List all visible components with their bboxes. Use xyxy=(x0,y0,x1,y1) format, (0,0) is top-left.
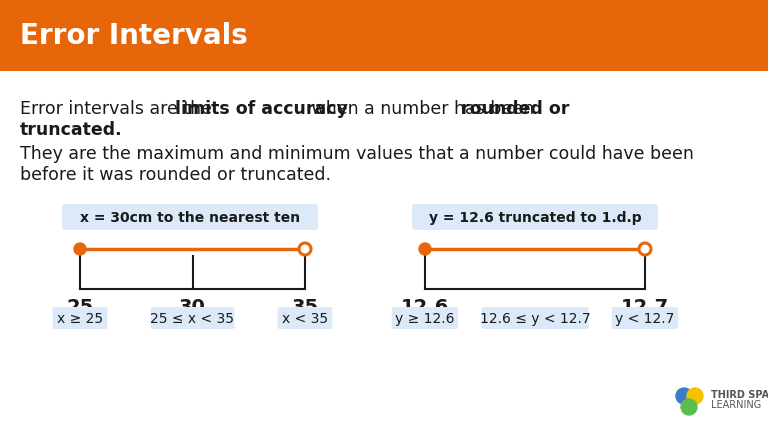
Circle shape xyxy=(676,388,692,404)
Text: 12.7: 12.7 xyxy=(621,297,669,316)
Text: y = 12.6 truncated to 1.d.p: y = 12.6 truncated to 1.d.p xyxy=(429,210,641,224)
FancyBboxPatch shape xyxy=(52,307,108,329)
Text: before it was rounded or truncated.: before it was rounded or truncated. xyxy=(20,166,331,184)
Text: 25 ≤ x < 35: 25 ≤ x < 35 xyxy=(151,311,234,325)
Text: limits of accuracy: limits of accuracy xyxy=(175,100,348,118)
FancyBboxPatch shape xyxy=(62,204,318,230)
Circle shape xyxy=(639,243,651,256)
Circle shape xyxy=(299,243,311,256)
Text: Error Intervals: Error Intervals xyxy=(20,22,248,50)
Circle shape xyxy=(74,243,86,256)
Text: y ≥ 12.6: y ≥ 12.6 xyxy=(396,311,455,325)
Text: Error intervals are the: Error intervals are the xyxy=(20,100,217,118)
Text: 12.6: 12.6 xyxy=(401,297,449,316)
Text: 30: 30 xyxy=(179,297,206,316)
Text: rounded or: rounded or xyxy=(462,100,570,118)
FancyBboxPatch shape xyxy=(277,307,333,329)
Circle shape xyxy=(687,388,703,404)
Text: y < 12.7: y < 12.7 xyxy=(615,311,674,325)
Text: LEARNING: LEARNING xyxy=(711,399,761,409)
Circle shape xyxy=(419,243,431,256)
Text: x < 35: x < 35 xyxy=(282,311,328,325)
Circle shape xyxy=(681,399,697,415)
Text: 12.6 ≤ y < 12.7: 12.6 ≤ y < 12.7 xyxy=(480,311,591,325)
Text: truncated.: truncated. xyxy=(20,121,123,139)
FancyBboxPatch shape xyxy=(482,307,588,329)
Bar xyxy=(0,0,768,72)
FancyBboxPatch shape xyxy=(612,307,678,329)
Text: when a number has been: when a number has been xyxy=(306,100,540,118)
Text: They are the maximum and minimum values that a number could have been: They are the maximum and minimum values … xyxy=(20,145,694,163)
FancyBboxPatch shape xyxy=(412,204,658,230)
Text: x ≥ 25: x ≥ 25 xyxy=(57,311,103,325)
FancyBboxPatch shape xyxy=(392,307,458,329)
Text: x = 30cm to the nearest ten: x = 30cm to the nearest ten xyxy=(80,210,300,224)
Text: 25: 25 xyxy=(66,297,94,316)
FancyBboxPatch shape xyxy=(151,307,234,329)
Text: THIRD SPACE: THIRD SPACE xyxy=(711,389,768,399)
Text: 35: 35 xyxy=(291,297,319,316)
